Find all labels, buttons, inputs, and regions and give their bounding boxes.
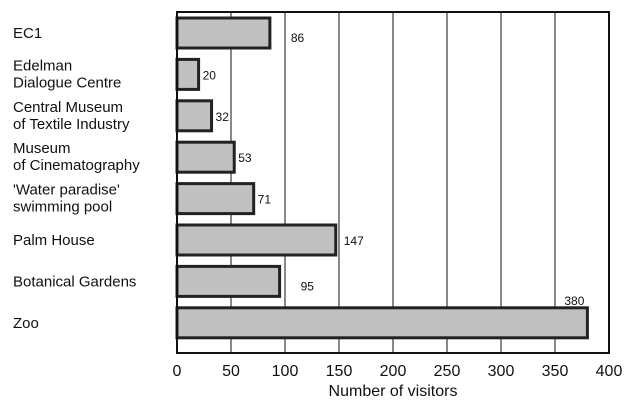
bar — [175, 182, 256, 216]
category-label: Museum of Cinematography — [13, 140, 140, 174]
value-label: 71 — [258, 193, 272, 207]
x-tick-label: 350 — [542, 363, 569, 380]
category-label: Edelman Dialogue Centre — [13, 57, 121, 91]
value-label: 32 — [216, 110, 230, 124]
category-label: Palm House — [13, 232, 95, 249]
value-labels: 86 20 32 53 71 147 95 380 — [203, 31, 585, 308]
value-label: 95 — [301, 279, 315, 293]
x-tick-label: 100 — [272, 363, 299, 380]
bar — [175, 16, 272, 50]
x-tick-label: 300 — [488, 363, 515, 380]
bar — [175, 306, 589, 340]
category-labels: EC1 Edelman Dialogue Centre Central Museum o… — [13, 25, 140, 332]
category-label: 'Water paradise' swimming pool — [13, 182, 120, 216]
x-axis-title: Number of visitors — [329, 383, 458, 400]
value-label: 20 — [203, 68, 217, 82]
bar — [175, 57, 201, 91]
bar — [175, 264, 282, 298]
bars — [175, 16, 589, 340]
category-label: Zoo — [13, 315, 39, 332]
x-tick-label: 0 — [173, 363, 182, 380]
value-label: 53 — [238, 151, 252, 165]
value-label: 147 — [344, 234, 364, 248]
x-tick-label: 400 — [596, 363, 623, 380]
x-tick-label: 50 — [222, 363, 240, 380]
value-label: 86 — [291, 31, 305, 45]
value-label: 380 — [564, 294, 584, 308]
category-label: Botanical Gardens — [13, 273, 136, 290]
x-tick-label: 250 — [434, 363, 461, 380]
category-label: EC1 — [13, 25, 42, 42]
x-tick-label: 150 — [326, 363, 353, 380]
plot-frame — [176, 11, 610, 354]
bar — [175, 140, 236, 174]
category-label: Central Museum of Textile Industry — [13, 99, 130, 133]
x-tick-labels: 0 50 100 150 200 250 300 350 400 — [173, 363, 623, 380]
x-tick-label: 200 — [380, 363, 407, 380]
grid-lines — [230, 12, 556, 353]
bar — [175, 223, 338, 257]
bar — [175, 99, 214, 133]
